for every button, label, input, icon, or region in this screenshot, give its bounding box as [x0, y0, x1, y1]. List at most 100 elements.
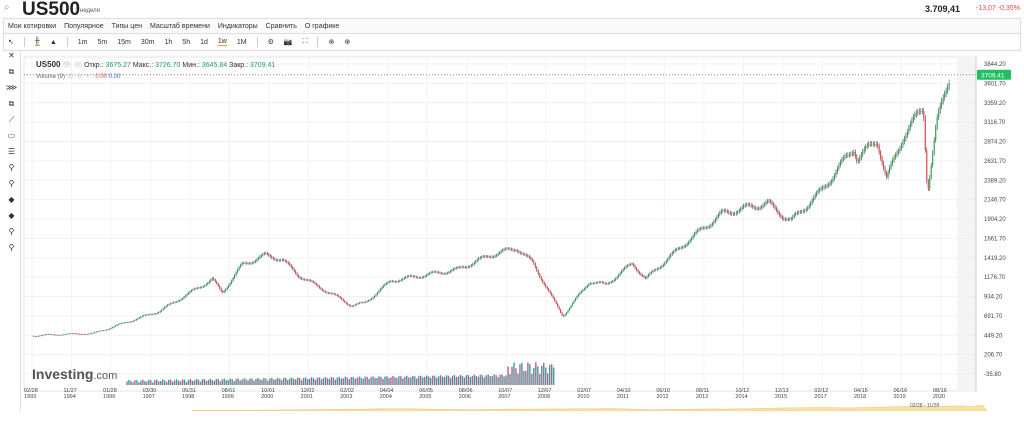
- volume-bar: [402, 378, 404, 385]
- investing-logo: Investing.com: [32, 366, 117, 382]
- symbol-title: US500: [22, 0, 81, 20]
- menu-item[interactable]: Индикаторы: [217, 22, 258, 30]
- volume-bar: [487, 374, 489, 385]
- candle-body: [877, 144, 879, 147]
- drawing-tool-icon[interactable]: ⧉: [8, 67, 15, 76]
- volume-bar: [423, 376, 426, 385]
- candle-body: [336, 294, 338, 296]
- candles-icon[interactable]: ╫: [34, 38, 40, 46]
- volume-bar: [269, 378, 271, 385]
- candle-body: [275, 259, 277, 261]
- drawing-tool-icon[interactable]: ◆: [8, 195, 15, 204]
- candle-body: [824, 186, 827, 187]
- drawing-tool-icon[interactable]: ⚲: [8, 227, 15, 236]
- drawing-tool-icon[interactable]: ⟋: [8, 115, 15, 124]
- menu-item[interactable]: Сравнить: [265, 22, 297, 30]
- volume-bar: [396, 378, 398, 385]
- area-icon[interactable]: ▲: [49, 38, 57, 46]
- x-tick-year: 2020: [933, 394, 945, 400]
- volume-bar: [271, 377, 273, 385]
- candle-body: [195, 288, 197, 289]
- volume-bar: [479, 374, 481, 385]
- candle-body: [512, 249, 514, 251]
- volume-bar: [251, 378, 253, 385]
- candle-body: [324, 291, 327, 293]
- y-tick-label: 1661.70: [984, 236, 1006, 242]
- candle-body: [239, 264, 242, 268]
- interval-button-30m[interactable]: 30m: [140, 38, 155, 46]
- menu-item[interactable]: О графике: [304, 22, 340, 30]
- upload-icon[interactable]: ⊕: [344, 39, 351, 46]
- volume-bar: [435, 377, 438, 385]
- interval-button-5m[interactable]: 5m: [97, 38, 108, 46]
- candle-body: [382, 285, 385, 288]
- last-price: 3.709,41: [924, 4, 960, 14]
- candle-body: [156, 313, 158, 314]
- candle-body: [366, 301, 368, 302]
- drawing-tool-icon[interactable]: ⚲: [8, 163, 15, 172]
- candle-body: [208, 281, 210, 283]
- candle-body: [744, 204, 746, 206]
- download-icon[interactable]: ⊕: [328, 39, 335, 46]
- volume-bar: [346, 377, 348, 385]
- volume-settings-icon[interactable]: 👁 ⚙ ✕: [66, 74, 91, 80]
- interval-button-1w[interactable]: 1w: [217, 38, 227, 46]
- candle-body: [256, 259, 258, 261]
- volume-bar: [533, 367, 535, 385]
- drawing-tool-icon[interactable]: ⚲: [8, 179, 15, 188]
- menu-item[interactable]: Масштаб времени: [149, 22, 210, 30]
- drawing-tool-icon[interactable]: ◆: [8, 211, 15, 220]
- menu-item[interactable]: Мои котировки: [8, 22, 57, 30]
- drawing-tool-icon[interactable]: ✕: [8, 51, 15, 60]
- candle-body: [887, 172, 889, 178]
- candle-body: [878, 146, 880, 153]
- drawing-tool-icon[interactable]: ⧉: [8, 99, 15, 108]
- candle-body: [527, 255, 529, 257]
- candle-body: [905, 135, 907, 139]
- candle-body: [732, 213, 734, 215]
- candle-body: [199, 287, 201, 288]
- interval-button-5h[interactable]: 5h: [182, 38, 191, 46]
- drawing-tool-icon[interactable]: ☰: [7, 147, 16, 156]
- cursor-icon[interactable]: ↖: [8, 39, 14, 46]
- candle-body: [518, 251, 520, 253]
- interval-button-1h[interactable]: 1h: [164, 38, 173, 46]
- candle-body: [461, 266, 463, 268]
- candle-body: [91, 333, 93, 334]
- price-chart[interactable]: 3844.20 3601.70 3359.20 3116.70 2874.20 2631.…: [22, 51, 1024, 411]
- candle-body: [228, 285, 230, 288]
- candle-body: [536, 267, 538, 271]
- candle-body: [248, 263, 251, 264]
- volume-bar: [152, 382, 154, 385]
- volume-bar: [330, 377, 333, 385]
- volume-bar: [320, 379, 323, 385]
- interval-button-1d[interactable]: 1d: [200, 38, 208, 46]
- drawing-tool-icon[interactable]: ⚲: [8, 243, 15, 252]
- menu-item[interactable]: Популярное: [64, 22, 104, 30]
- drawing-tool-icon[interactable]: ⋙: [5, 83, 18, 92]
- menu-item[interactable]: Типы цен: [111, 22, 142, 30]
- navigator[interactable]: [24, 401, 976, 411]
- search-icon[interactable]: ⌕: [4, 2, 10, 13]
- volume-bar: [310, 377, 313, 385]
- fullscreen-icon[interactable]: ⛶: [302, 38, 308, 45]
- eye-icon[interactable]: 👁 ⚙: [62, 62, 83, 69]
- candle-body: [699, 228, 702, 230]
- interval-button-1m[interactable]: 1m: [77, 38, 88, 46]
- candle-body: [653, 270, 655, 271]
- candle-body: [567, 310, 569, 313]
- interval-button-1M[interactable]: 1M: [236, 38, 247, 46]
- candle-body: [705, 227, 708, 229]
- volume-bar: [211, 379, 214, 385]
- drawing-tool-icon[interactable]: ▭: [7, 131, 16, 140]
- candle-body: [44, 334, 47, 336]
- camera-icon[interactable]: 📷: [283, 39, 293, 46]
- gear-icon[interactable]: ⚙: [267, 39, 274, 46]
- candle-body: [576, 296, 578, 299]
- candle-body: [347, 303, 349, 305]
- candle-body: [289, 263, 291, 266]
- candle-body: [695, 231, 697, 234]
- volume-bar: [384, 376, 386, 385]
- candle-body: [303, 279, 306, 280]
- interval-button-15m[interactable]: 15m: [117, 38, 131, 46]
